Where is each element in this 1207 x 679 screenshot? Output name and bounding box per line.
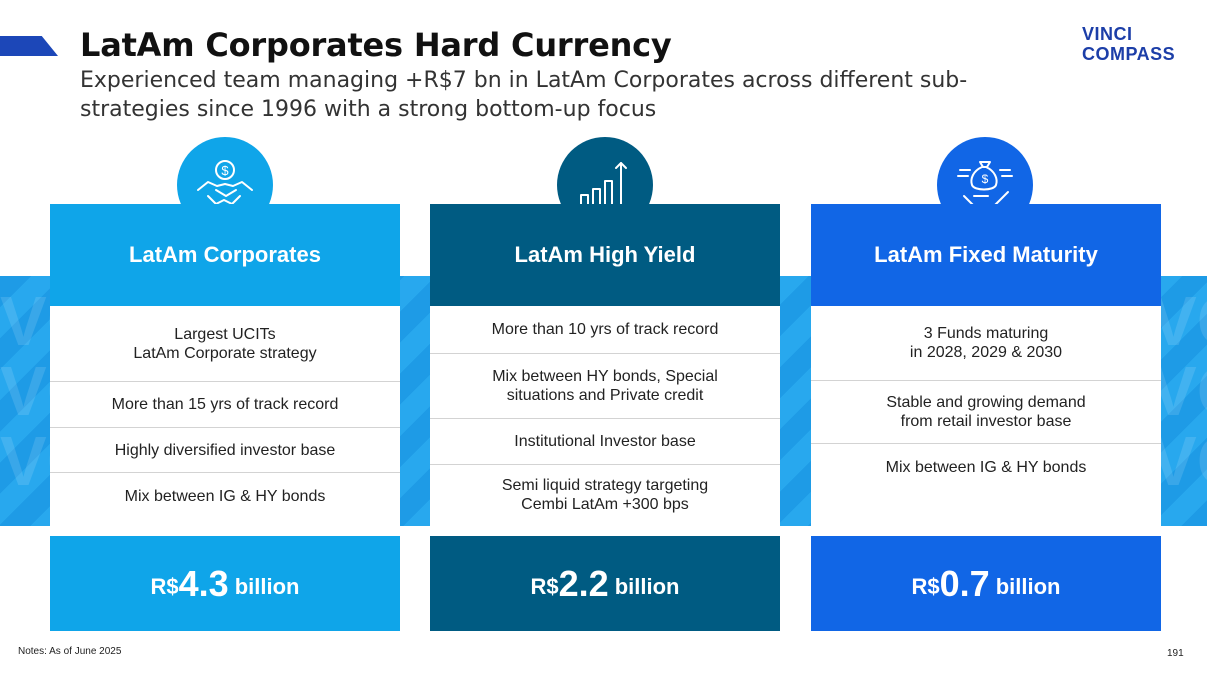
aum-number: 4.3	[178, 562, 229, 604]
list-item: More than 15 yrs of track record	[50, 382, 400, 428]
aum-unit: billion	[995, 573, 1061, 599]
page-title: LatAm Corporates Hard Currency	[80, 26, 672, 64]
aum-number: 0.7	[939, 562, 990, 604]
column-latam-fixed-maturity: LatAm Fixed Maturity 3 Funds maturing in…	[811, 204, 1161, 526]
column-body: More than 10 yrs of track record Mix bet…	[430, 306, 780, 526]
aum-unit: billion	[234, 573, 300, 599]
aum-value-box: R$ 2.2 billion	[430, 536, 780, 631]
list-item: Semi liquid strategy targeting Cembi Lat…	[501, 477, 709, 513]
footnote: Notes: As of June 2025	[18, 646, 122, 657]
column-body: 3 Funds maturing in 2028, 2029 & 2030 St…	[811, 306, 1161, 526]
aum-value-box: R$ 4.3 billion	[50, 536, 400, 631]
list-item: Mix between IG & HY bonds	[124, 487, 326, 505]
list-item: Stable and growing demand from retail in…	[811, 381, 1161, 444]
svg-text:$: $	[982, 172, 989, 186]
list-item: Mix between IG & HY bonds	[885, 459, 1087, 476]
aum-unit: billion	[614, 573, 680, 599]
logo-line2: COMPASS	[1082, 44, 1176, 64]
aum-currency: R$	[530, 573, 559, 599]
list-item: Largest UCITs LatAm Corporate strategy	[50, 306, 400, 382]
logo-line1: VINCI	[1082, 24, 1133, 44]
page-subtitle: Experienced team managing +R$7 bn in Lat…	[80, 68, 968, 122]
list-item: More than 10 yrs of track record	[430, 306, 780, 354]
aum-currency: R$	[911, 573, 940, 599]
column-latam-corporates: LatAm Corporates Largest UCITs LatAm Cor…	[50, 204, 400, 526]
list-item: Highly diversified investor base	[50, 428, 400, 473]
list-item: Institutional Investor base	[430, 419, 780, 465]
column-latam-high-yield: LatAm High Yield More than 10 yrs of tra…	[430, 204, 780, 526]
list-item: Mix between HY bonds, Special situations…	[430, 354, 780, 419]
column-title: LatAm Corporates	[50, 204, 400, 306]
vinci-compass-logo: VINCI COMPASS	[1082, 24, 1175, 64]
column-title: LatAm High Yield	[430, 204, 780, 306]
list-item: 3 Funds maturing in 2028, 2029 & 2030	[811, 306, 1161, 381]
svg-text:$: $	[221, 163, 229, 178]
aum-value-box: R$ 0.7 billion	[811, 536, 1161, 631]
column-body: Largest UCITs LatAm Corporate strategy M…	[50, 306, 400, 526]
page-number: 191	[1167, 648, 1184, 659]
aum-currency: R$	[150, 573, 179, 599]
aum-number: 2.2	[558, 562, 609, 604]
accent-bar	[0, 36, 58, 56]
column-title: LatAm Fixed Maturity	[811, 204, 1161, 306]
